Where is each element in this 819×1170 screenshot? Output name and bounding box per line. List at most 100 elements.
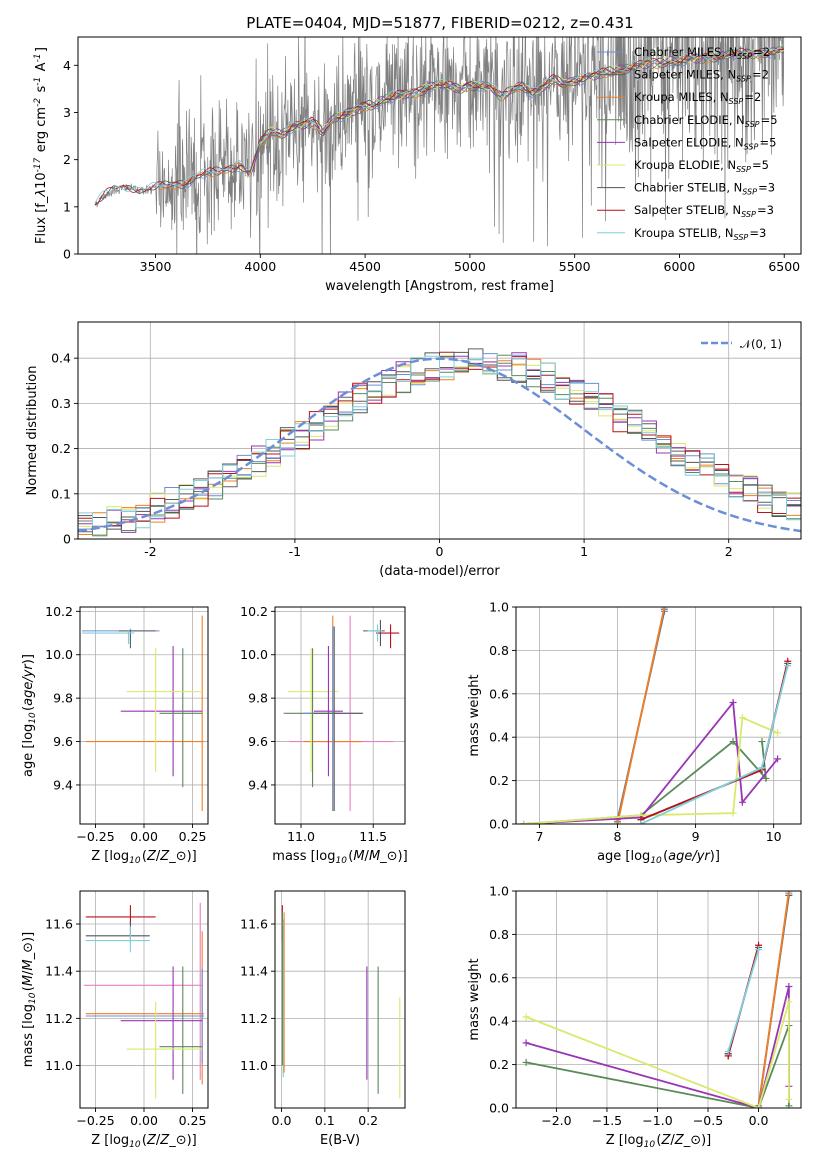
model-spectrum — [239, 46, 785, 173]
y-axis-label: mass weight — [467, 958, 482, 1040]
legend-entry: Salpeter ELODIE, NSSP =5 — [634, 135, 776, 151]
plot-area — [83, 902, 205, 1099]
x-tick-label: 6500 — [768, 259, 800, 274]
x-tick-label: −1.0 — [642, 1113, 672, 1128]
x-tick-label: 5500 — [559, 259, 591, 274]
x-tick-label: 11.0 — [287, 829, 315, 844]
x-tick-label: −0.25 — [76, 1113, 114, 1128]
y-tick-label: 0.8 — [489, 643, 509, 658]
x-tick-label: 0.2 — [358, 1113, 378, 1128]
plot-area — [520, 607, 792, 824]
x-tick-label: 6000 — [664, 259, 696, 274]
y-tick-label: 0.0 — [489, 817, 509, 832]
panel-residuals: -2 -1 0 1 2 0 0.1 0.2 0.3 0.4 (data-model)/error No… — [25, 321, 802, 579]
panel-mass_vs_ebv: 0.0 0.1 0.2 11.0 11.2 11.4 11.6 E(B-V) — [240, 890, 406, 1148]
y-tick-label: 0.6 — [489, 686, 509, 701]
weight-marker — [755, 1104, 763, 1108]
y-tick-label: 1.0 — [489, 600, 509, 615]
x-tick-label: 0.25 — [179, 829, 207, 844]
panel-age_vs_mass: 11.0 11.5 9.4 9.6 9.8 10.0 10.2 mass [log10 (M/… — [240, 604, 408, 866]
chart-title: PLATE=0404, MJD=51877, FIBERID=0212, z=0… — [246, 14, 633, 32]
x-tick-label: 5000 — [454, 259, 486, 274]
legend: Chabrier MILES, NSSP =2 Salpeter MILES, N… — [597, 45, 778, 242]
y-tick-label: 11.6 — [240, 917, 268, 932]
normal-curve — [78, 357, 801, 533]
x-axis-label: age [log10 (age/yr)] — [597, 849, 720, 866]
legend-entry: Kroupa STELIB, NSSP =3 — [634, 226, 766, 242]
weight-series — [640, 661, 789, 821]
axes-frame — [77, 36, 802, 255]
weight-marker — [762, 774, 770, 782]
x-tick-label: -1 — [289, 544, 301, 559]
weight-marker — [758, 764, 766, 772]
panel-weight_vs_Z: −2.0 −1.5 −1.0 −0.5 0.0 0.0 0.2 0.4 0.6 0.8 1.0 Z [… — [467, 884, 802, 1150]
y-tick-label: 10.2 — [240, 604, 268, 619]
weight-marker — [614, 820, 622, 824]
y-axis-label: mass weight — [467, 674, 482, 756]
x-tick-label: 10 — [766, 829, 782, 844]
x-tick-label: −0.25 — [76, 829, 114, 844]
weight-marker — [520, 820, 528, 824]
y-tick-label: 10.0 — [240, 647, 268, 662]
x-tick-label: 1 — [580, 544, 588, 559]
weight-marker — [724, 1048, 732, 1056]
weight-series — [525, 1001, 790, 1108]
y-tick-label: 0.2 — [51, 441, 71, 456]
x-tick-label: 9 — [692, 829, 700, 844]
x-axis-label: Z [log10 (Z/Z_⊙)] — [91, 1133, 197, 1150]
plot-area — [283, 615, 400, 811]
weight-marker — [785, 998, 793, 1006]
x-tick-label: −2.0 — [541, 1113, 571, 1128]
axes-frame — [77, 321, 802, 540]
weight-marker — [729, 809, 737, 817]
axes-frame — [515, 890, 802, 1109]
x-axis-label: mass [log10 (M/M_⊙)] — [272, 849, 407, 866]
y-tick-label: 9.4 — [53, 777, 73, 792]
x-axis-label: (data-model)/error — [379, 564, 500, 579]
x-axis-label: E(B-V) — [320, 1133, 360, 1148]
x-tick-label: 0.00 — [130, 1113, 158, 1128]
weight-marker — [522, 1058, 530, 1066]
legend-entry: 𝒩(0, 1) — [740, 337, 782, 351]
y-tick-label: 11.2 — [240, 1011, 268, 1026]
y-axis-label: Normed distribution — [25, 366, 40, 496]
x-tick-label: 0.0 — [749, 1113, 769, 1128]
x-axis-label: Z [log10 (Z/Z_⊙)] — [91, 849, 197, 866]
x-tick-label: 4000 — [244, 259, 276, 274]
x-tick-label: -2 — [144, 544, 156, 559]
plot-area — [522, 891, 793, 1108]
x-tick-label: 0.00 — [130, 829, 158, 844]
legend-entry: Chabrier STELIB, NSSP =3 — [634, 181, 775, 197]
plot-area — [94, 37, 785, 254]
weight-marker — [637, 820, 645, 824]
weight-series — [757, 891, 790, 1108]
weight-marker — [785, 982, 793, 990]
x-tick-label: 11.5 — [359, 829, 387, 844]
weight-marker — [755, 946, 763, 954]
y-tick-label: 0.8 — [489, 927, 509, 942]
axes-frame — [515, 606, 802, 825]
weight-marker — [774, 729, 782, 737]
y-axis-label: Flux [f_λ10-17 erg cm-2 s-1 A-1 ] — [33, 47, 49, 244]
plot-area — [81, 615, 205, 811]
y-tick-label: 0 — [63, 532, 71, 547]
weight-marker — [522, 1039, 530, 1047]
y-tick-label: 11.6 — [45, 917, 73, 932]
x-tick-label: −0.5 — [693, 1113, 723, 1128]
weight-marker — [660, 607, 668, 611]
y-tick-label: 11.4 — [45, 964, 73, 979]
model-spectrum — [159, 45, 784, 191]
y-tick-label: 9.8 — [53, 691, 73, 706]
weight-marker — [774, 755, 782, 763]
y-tick-label: 0.4 — [489, 1014, 509, 1029]
weight-marker — [738, 714, 746, 722]
y-tick-label: 1 — [63, 199, 71, 214]
y-tick-label: 4 — [63, 58, 71, 73]
x-axis-label: Z [log10 (Z/Z_⊙)] — [606, 1133, 712, 1150]
y-tick-label: 0.2 — [489, 773, 509, 788]
weight-series — [640, 663, 789, 821]
histogram-series — [78, 354, 801, 533]
y-tick-label: 10.2 — [45, 604, 73, 619]
x-tick-label: 8 — [614, 829, 622, 844]
